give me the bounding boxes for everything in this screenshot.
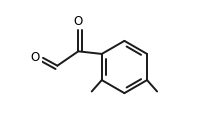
Text: O: O (74, 15, 83, 28)
Text: O: O (31, 51, 40, 64)
